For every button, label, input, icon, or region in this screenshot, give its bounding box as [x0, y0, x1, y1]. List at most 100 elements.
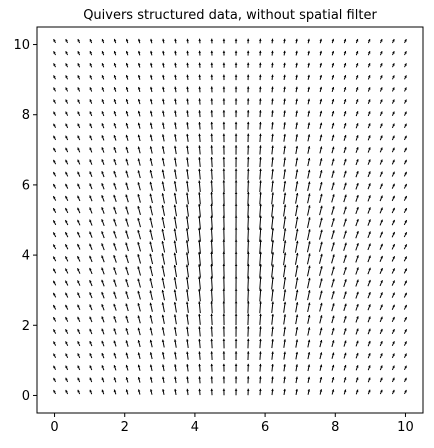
- quiver-arrow: [367, 255, 371, 263]
- quiver-arrow: [234, 313, 238, 326]
- quiver-arrow: [379, 147, 383, 153]
- quiver-arrow: [271, 227, 275, 242]
- quiver-arrow: [53, 135, 57, 141]
- quiver-arrow: [185, 180, 189, 192]
- quiver-arrow: [331, 158, 335, 166]
- quiver-arrow: [101, 75, 105, 80]
- quiver-arrow: [137, 205, 141, 215]
- quiver-arrow: [259, 239, 262, 254]
- quiver-arrow: [367, 111, 371, 117]
- quiver-arrow: [210, 86, 214, 93]
- quiver-arrow: [343, 291, 347, 300]
- quiver-arrow: [259, 121, 262, 130]
- quiver-arrow: [379, 111, 383, 117]
- quiver-arrow: [319, 278, 323, 288]
- quiver-arrow: [222, 121, 226, 130]
- quiver-arrow: [77, 207, 81, 214]
- quiver-arrow: [125, 182, 129, 191]
- quiver-arrow: [52, 304, 57, 310]
- quiver-arrow: [307, 193, 311, 204]
- quiver-arrow: [149, 376, 153, 383]
- quiver-arrow: [53, 329, 57, 334]
- quiver-arrow: [210, 215, 213, 230]
- quiver-arrow: [283, 86, 286, 93]
- quiver-arrow: [271, 264, 275, 278]
- quiver-arrow: [101, 291, 105, 299]
- quiver-arrow: [307, 277, 311, 289]
- quiver-arrow: [77, 171, 81, 177]
- quiver-arrow: [234, 121, 238, 130]
- quiver-arrow: [355, 170, 359, 178]
- quiver-arrow: [307, 110, 311, 117]
- quiver-arrow: [379, 183, 383, 190]
- quiver-arrow: [331, 110, 335, 117]
- quiver-arrow: [355, 38, 359, 44]
- quiver-arrow: [331, 62, 335, 68]
- quiver-arrow: [343, 194, 347, 203]
- quiver-arrow: [186, 157, 189, 167]
- quiver-arrow: [77, 87, 81, 92]
- quiver-arrow: [234, 86, 238, 93]
- quiver-arrow: [331, 290, 335, 300]
- quiver-arrow: [367, 75, 371, 80]
- quiver-arrow: [259, 301, 262, 314]
- quiver-arrow: [125, 340, 129, 347]
- quiver-arrow: [271, 363, 274, 372]
- quiver-arrow: [283, 388, 286, 396]
- quiver-arrow: [355, 291, 359, 299]
- quiver-arrow: [101, 389, 105, 395]
- quiver-arrow: [65, 171, 69, 177]
- quiver-arrow: [89, 279, 93, 287]
- quiver-arrow: [295, 326, 299, 336]
- quiver-arrow: [53, 377, 57, 383]
- quiver-arrow: [65, 268, 69, 274]
- quiver-arrow: [173, 157, 177, 167]
- quiver-arrow: [343, 352, 347, 359]
- quiver-arrow: [149, 389, 153, 395]
- quiver-arrow: [295, 145, 299, 155]
- quiver-arrow: [367, 99, 371, 104]
- quiver-arrow: [295, 376, 299, 384]
- quiver-arrow: [295, 192, 299, 204]
- quiver-arrow: [137, 229, 141, 240]
- quiver-arrow: [404, 63, 407, 68]
- quiver-arrow: [319, 376, 323, 383]
- quiver-arrow: [391, 231, 396, 238]
- quiver-arrow: [367, 87, 371, 92]
- quiver-arrow: [343, 303, 347, 311]
- quiver-arrow: [391, 159, 395, 165]
- quiver-arrow: [234, 351, 238, 361]
- quiver-arrow: [379, 159, 383, 165]
- quiver-arrow: [222, 203, 226, 218]
- quiver-arrow: [125, 86, 129, 92]
- quiver-arrow: [149, 181, 153, 191]
- plot-frame: [36, 26, 424, 414]
- quiver-arrow: [379, 255, 383, 262]
- quiver-arrow: [319, 364, 323, 371]
- quiver-arrow: [379, 195, 383, 202]
- quiver-arrow: [64, 256, 69, 262]
- quiver-arrow: [259, 338, 262, 349]
- quiver-arrow: [101, 195, 105, 202]
- quiver-arrow: [53, 365, 57, 371]
- quiver-arrow: [174, 86, 177, 93]
- quiver-arrow: [355, 158, 359, 166]
- quiver-arrow: [331, 266, 335, 276]
- quiver-arrow: [295, 134, 299, 142]
- quiver-arrow: [403, 135, 407, 141]
- quiver-arrow: [222, 50, 226, 56]
- quiver-arrow: [246, 121, 250, 130]
- quiver-arrow: [307, 290, 311, 301]
- quiver-arrow: [222, 133, 226, 143]
- y-tick-label: 8: [22, 108, 30, 123]
- quiver-arrow: [77, 377, 81, 383]
- quiver-arrow: [149, 205, 153, 216]
- quiver-arrow: [162, 74, 165, 80]
- quiver-arrow: [77, 292, 81, 298]
- quiver-arrow: [367, 207, 371, 214]
- quiver-arrow: [379, 219, 383, 226]
- quiver-arrow: [319, 181, 323, 191]
- quiver-arrow: [77, 111, 81, 116]
- quiver-arrow: [222, 338, 226, 349]
- quiver-arrow: [331, 98, 335, 105]
